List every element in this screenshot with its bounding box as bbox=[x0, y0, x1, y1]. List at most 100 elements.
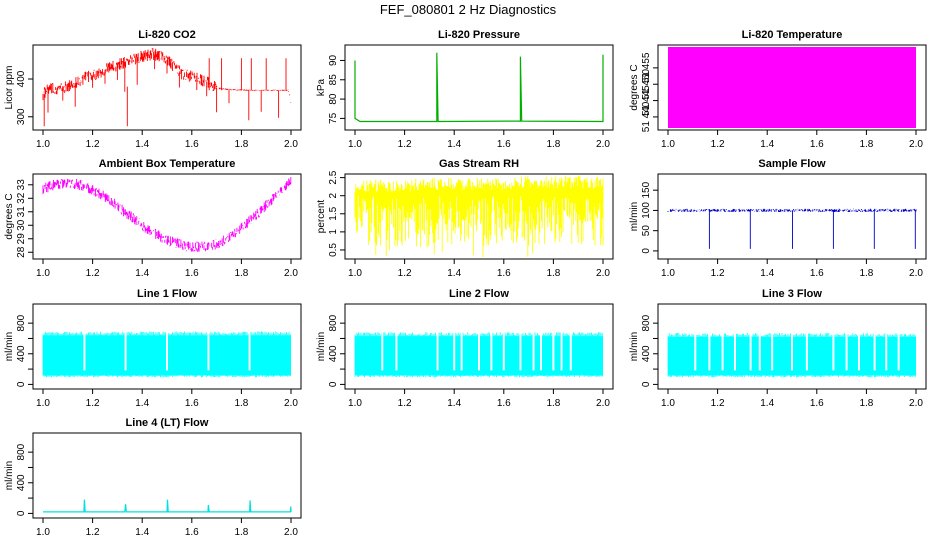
plot-area bbox=[668, 47, 916, 128]
y-tick-label: 800 bbox=[16, 443, 27, 460]
x-tick-label: 1.6 bbox=[810, 268, 824, 279]
flow-gap-6 bbox=[758, 331, 761, 371]
flow-gap-5 bbox=[749, 331, 752, 371]
plot-frame bbox=[344, 44, 614, 131]
x-tick-label: 1.8 bbox=[546, 268, 560, 279]
x-tick-label: 1.2 bbox=[711, 398, 725, 409]
chart-title: Li-820 CO2 bbox=[138, 29, 195, 41]
flow-gap-7 bbox=[771, 331, 774, 371]
flow-gap-2 bbox=[708, 331, 711, 371]
x-tick-label: 1.2 bbox=[398, 398, 412, 409]
x-tick-label: 1.8 bbox=[234, 139, 248, 150]
flow-gap-4 bbox=[207, 330, 210, 371]
x-tick-label: 1.8 bbox=[234, 268, 248, 279]
series-line bbox=[42, 177, 292, 253]
x-tick-label: 1.4 bbox=[760, 398, 774, 409]
y-tick-label: 800 bbox=[641, 314, 652, 331]
x-tick-label: 1.8 bbox=[546, 139, 560, 150]
y-tick-label: 1 bbox=[328, 229, 339, 235]
y-tick-label: 0 bbox=[328, 381, 339, 387]
flow-gap-3 bbox=[436, 331, 439, 371]
y-tick-label: 28 bbox=[16, 246, 27, 258]
chart-panel-5: Gas Stream RH 1.0 1.2 1.4 1.6 1.8 2.0 0.5 1 1.5 2 2… bbox=[316, 158, 614, 279]
flow-gap-8 bbox=[791, 331, 793, 371]
x-tick-label: 1.0 bbox=[661, 139, 675, 150]
x-tick-label: 1.6 bbox=[497, 398, 511, 409]
y-axis-label: ml/min bbox=[4, 461, 15, 490]
y-axis-label: degrees C bbox=[629, 64, 640, 110]
x-tick-label: 1.6 bbox=[810, 398, 824, 409]
y-axis-label: ml/min bbox=[629, 202, 640, 231]
chart-title: Line 3 Flow bbox=[762, 288, 822, 300]
x-tick-label: 1.4 bbox=[135, 268, 149, 279]
flow-gap-13 bbox=[560, 331, 563, 371]
x-tick-label: 2.0 bbox=[596, 268, 610, 279]
y-tick-label: 2 bbox=[328, 192, 339, 198]
chart-panel-4: Ambient Box Temperature 1.0 1.2 1.4 1.6 1.8 2.… bbox=[4, 158, 302, 279]
flow-gap-5 bbox=[248, 330, 251, 371]
flow-gap-12 bbox=[552, 331, 555, 371]
x-tick-label: 2.0 bbox=[284, 268, 298, 279]
flow-gap-3 bbox=[721, 331, 724, 371]
y-tick-label: 85 bbox=[328, 74, 339, 86]
flow-gap-1 bbox=[694, 331, 697, 371]
y-tick-label: 100 bbox=[641, 202, 652, 219]
y-tick-label: 90 bbox=[328, 54, 339, 66]
flow-gap-12 bbox=[857, 331, 860, 371]
x-tick-label: 1.4 bbox=[760, 268, 774, 279]
y-tick-label: 0.5 bbox=[328, 243, 339, 257]
flow-gap-15 bbox=[897, 331, 900, 371]
chart-title: Ambient Box Temperature bbox=[99, 158, 236, 170]
x-tick-label: 1.0 bbox=[36, 139, 50, 150]
plot-area bbox=[43, 499, 292, 513]
plot-frame bbox=[657, 44, 927, 131]
x-tick-label: 1.2 bbox=[86, 139, 100, 150]
y-tick-label: 30 bbox=[16, 219, 27, 231]
x-tick-label: 1.6 bbox=[185, 268, 199, 279]
x-tick-label: 1.2 bbox=[398, 268, 412, 279]
flow-gap-14 bbox=[885, 331, 888, 371]
series-line bbox=[667, 208, 917, 249]
x-tick-label: 2.0 bbox=[909, 139, 923, 150]
x-tick-label: 1.8 bbox=[234, 527, 248, 538]
flow-gap-13 bbox=[873, 331, 876, 371]
x-tick-label: 1.6 bbox=[185, 527, 199, 538]
x-tick-label: 1.6 bbox=[497, 139, 511, 150]
flow-gap-14 bbox=[569, 331, 572, 371]
y-tick-label: 400 bbox=[16, 345, 27, 362]
flow-gap-8 bbox=[502, 331, 505, 371]
plot-frame bbox=[657, 303, 927, 390]
x-tick-label: 1.4 bbox=[447, 268, 461, 279]
x-tick-label: 1.4 bbox=[135, 139, 149, 150]
chart-panel-9: Line 3 Flow 1.0 1.2 1.4 1.6 1.8 2.0 0 400 800ml/m… bbox=[629, 288, 927, 409]
y-tick-label: 51 445 bbox=[641, 85, 652, 116]
y-tick-label: 400 bbox=[16, 474, 27, 491]
x-tick-label: 1.8 bbox=[859, 268, 873, 279]
chart-panel-8: Line 2 Flow 1.0 1.2 1.4 1.6 1.8 2.0 0 400 800ml/m… bbox=[316, 288, 614, 409]
x-tick-label: 2.0 bbox=[596, 398, 610, 409]
series-line bbox=[354, 52, 604, 123]
x-tick-label: 2.0 bbox=[284, 527, 298, 538]
plot-frame bbox=[344, 173, 614, 260]
y-tick-label: 51 440 bbox=[641, 101, 652, 132]
chart-title: Line 1 Flow bbox=[137, 288, 197, 300]
plot-area bbox=[42, 330, 291, 378]
flow-gap-9 bbox=[805, 331, 808, 371]
x-tick-label: 1.0 bbox=[348, 268, 362, 279]
x-tick-label: 1.2 bbox=[86, 398, 100, 409]
x-tick-label: 1.0 bbox=[661, 268, 675, 279]
chart-title: Sample Flow bbox=[758, 158, 826, 170]
plot-frame bbox=[657, 173, 927, 260]
series-line bbox=[42, 48, 292, 127]
plot-area bbox=[667, 208, 917, 249]
plot-frame bbox=[32, 303, 302, 390]
plot-area bbox=[354, 52, 604, 123]
x-tick-label: 2.0 bbox=[596, 139, 610, 150]
chart-panel-3: Li-820 Temperature 1.0 1.2 1.4 1.6 1.8 2.0 51 4… bbox=[629, 29, 927, 150]
x-tick-label: 1.4 bbox=[135, 527, 149, 538]
y-tick-label: 0 bbox=[16, 510, 27, 516]
flow-gap-5 bbox=[460, 331, 463, 371]
y-axis-label: Licor ppm bbox=[4, 66, 15, 110]
x-tick-label: 1.0 bbox=[348, 398, 362, 409]
x-tick-label: 2.0 bbox=[909, 398, 923, 409]
